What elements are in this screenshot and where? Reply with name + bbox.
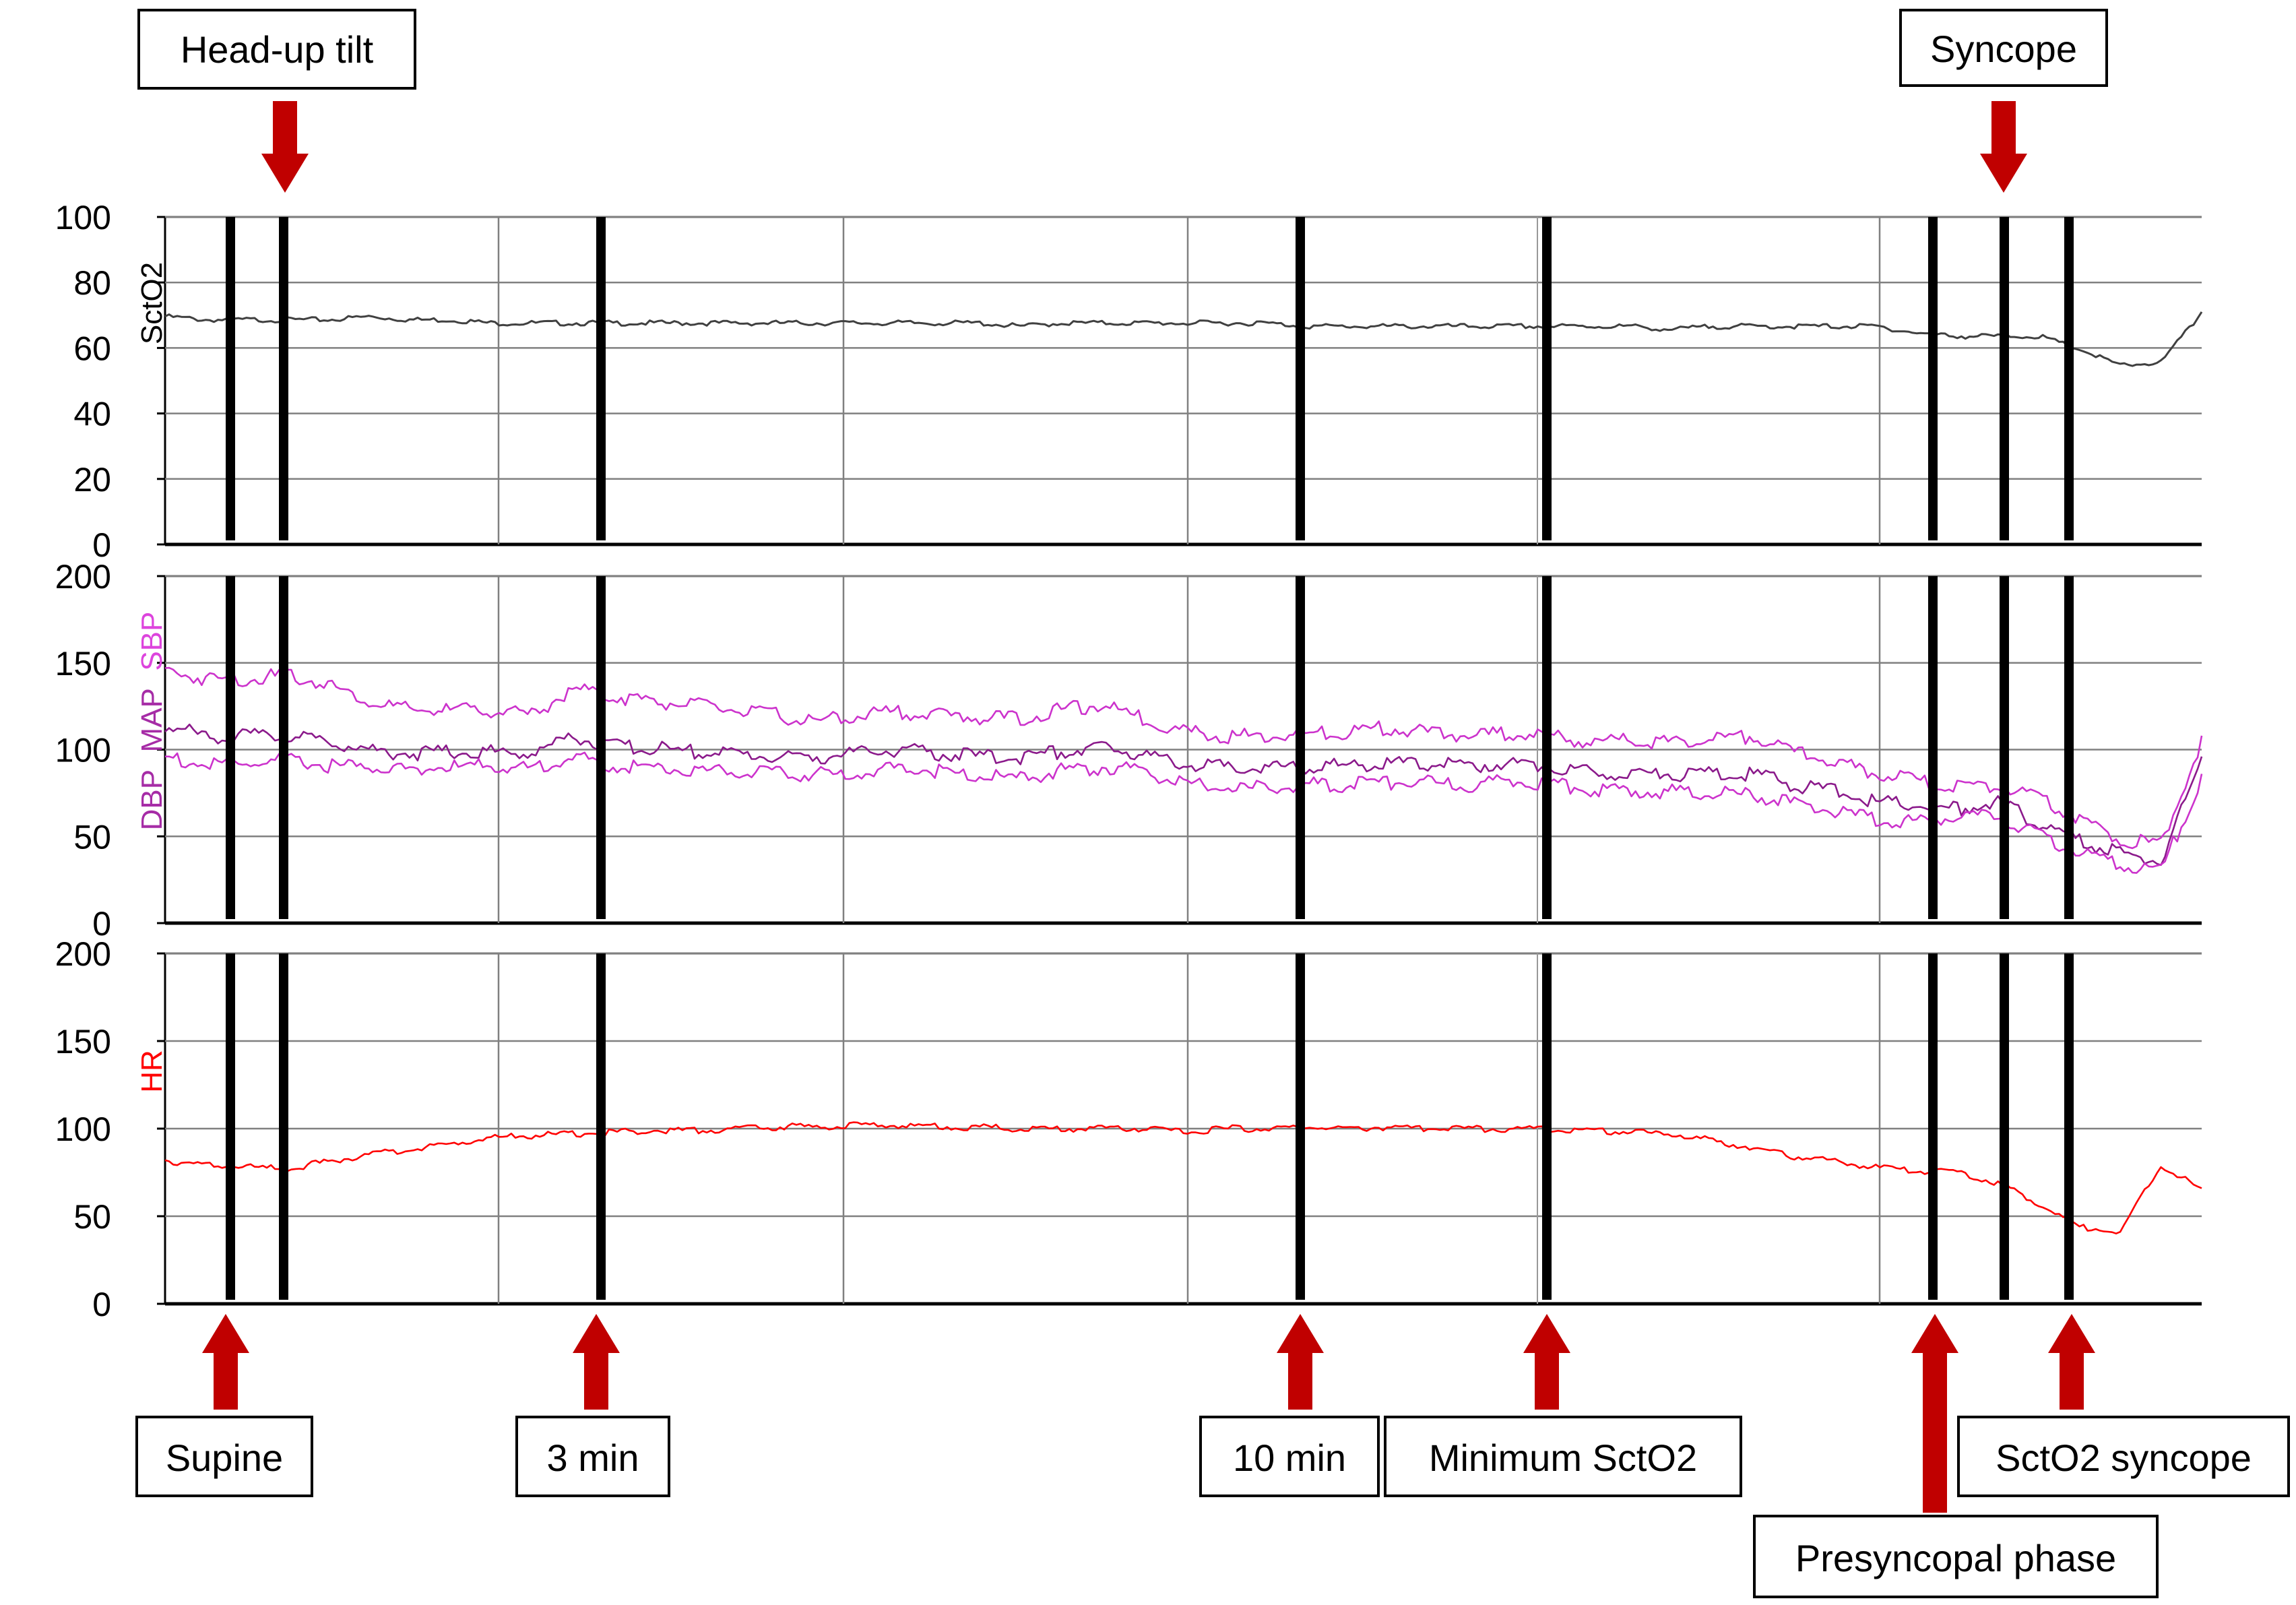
presyncopal-phase-label: Presyncopal phase <box>1795 1537 2116 1579</box>
event-marker-bar <box>2000 217 2009 540</box>
event-marker-bar <box>596 576 606 919</box>
event-marker-bar <box>226 576 235 919</box>
panel-bp: 0 50 100 150 200 DBP MAP SBP <box>55 558 2203 943</box>
y-tick-label: 50 <box>73 1198 111 1236</box>
y-tick-label: 150 <box>55 1023 111 1061</box>
event-marker-bar <box>1296 217 1305 540</box>
ten-min-callout: 10 min <box>1199 1416 1380 1497</box>
y-tick-label: 200 <box>55 935 111 973</box>
three-min-label: 3 min <box>547 1437 639 1479</box>
three-min-arrow <box>573 1314 620 1410</box>
y-tick-label: 40 <box>73 396 111 433</box>
event-marker-bar <box>2064 576 2074 919</box>
event-marker-bar <box>279 576 288 919</box>
y-tick-label: 50 <box>73 818 111 856</box>
ten-min-arrow <box>1277 1314 1324 1410</box>
series-hr-line <box>164 1121 2202 1234</box>
event-marker-bar <box>226 953 235 1300</box>
event-marker-bar <box>2064 953 2074 1300</box>
y-tick-label: 100 <box>55 732 111 769</box>
series-dbp-line <box>164 751 2203 874</box>
y-axis-label-hr: HR <box>135 1050 168 1093</box>
panel-scto2: 0 20 40 60 80 100 SctO2 <box>55 199 2203 564</box>
event-marker-bar <box>1542 576 1552 919</box>
event-marker-bar <box>596 953 606 1300</box>
scto2-syncope-arrow <box>2048 1314 2095 1410</box>
y-axis-label-scto2: SctO2 <box>135 262 168 344</box>
y-tick-label: 60 <box>73 329 111 367</box>
y-axis-label-bp: DBP MAP SBP <box>135 612 168 831</box>
event-marker-bar <box>279 953 288 1300</box>
event-marker-bar <box>1542 953 1552 1300</box>
event-markers <box>226 217 2074 1300</box>
event-arrows <box>202 101 2095 1513</box>
y-tick-label: 20 <box>73 461 111 499</box>
event-marker-bar <box>1928 953 1938 1300</box>
head-up-tilt-arrow <box>261 101 309 193</box>
event-marker-bar <box>1542 217 1552 540</box>
event-marker-bar <box>1296 576 1305 919</box>
y-axis-label-dbp: DBP <box>135 770 168 831</box>
event-marker-bar <box>596 217 606 540</box>
head-up-tilt-callout: Head-up tilt <box>137 9 416 90</box>
y-axis-label-sbp: SBP <box>135 612 168 671</box>
syncope-callout: Syncope <box>1899 9 2108 87</box>
event-marker-bar <box>2000 953 2009 1300</box>
syncope-arrow <box>1980 101 2027 193</box>
series-map-line <box>164 723 2203 867</box>
event-marker-bar <box>226 217 235 540</box>
supine-label: Supine <box>166 1437 283 1479</box>
y-tick-label: 0 <box>92 526 111 564</box>
event-marker-bar <box>1928 576 1938 919</box>
scto2-syncope-label: SctO2 syncope <box>1996 1437 2252 1479</box>
series-sbp-line <box>164 666 2203 850</box>
scto2-syncope-callout: SctO2 syncope <box>1957 1416 2290 1497</box>
series-scto2-line <box>164 311 2203 367</box>
y-tick-label: 150 <box>55 645 111 683</box>
event-marker-bar <box>279 217 288 540</box>
panel-hr: 0 50 100 150 200 HR <box>55 935 2202 1323</box>
head-up-tilt-label: Head-up tilt <box>181 28 374 71</box>
supine-callout: Supine <box>135 1416 313 1497</box>
minimum-scto2-callout: Minimum SctO2 <box>1384 1416 1742 1497</box>
supine-arrow <box>202 1314 249 1410</box>
y-tick-label: 200 <box>55 558 111 596</box>
y-tick-label: 0 <box>92 1286 111 1323</box>
minimum-scto2-label: Minimum SctO2 <box>1429 1437 1697 1479</box>
minimum-scto2-arrow <box>1523 1314 1570 1410</box>
y-tick-label: 100 <box>55 199 111 237</box>
y-tick-label: 100 <box>55 1110 111 1148</box>
y-axis-label-map: MAP <box>135 689 168 753</box>
y-tick-label: 80 <box>73 264 111 302</box>
event-marker-bar <box>1296 953 1305 1300</box>
event-marker-bar <box>1928 217 1938 540</box>
ten-min-label: 10 min <box>1233 1437 1346 1479</box>
syncope-label: Syncope <box>1930 28 2077 70</box>
event-marker-bar <box>2000 576 2009 919</box>
three-min-callout: 3 min <box>515 1416 670 1497</box>
presyncopal-phase-callout: Presyncopal phase <box>1753 1515 2159 1598</box>
y-tick-label: 0 <box>92 905 111 943</box>
event-marker-bar <box>2064 217 2074 540</box>
presyncopal-phase-arrow <box>1911 1314 1958 1513</box>
